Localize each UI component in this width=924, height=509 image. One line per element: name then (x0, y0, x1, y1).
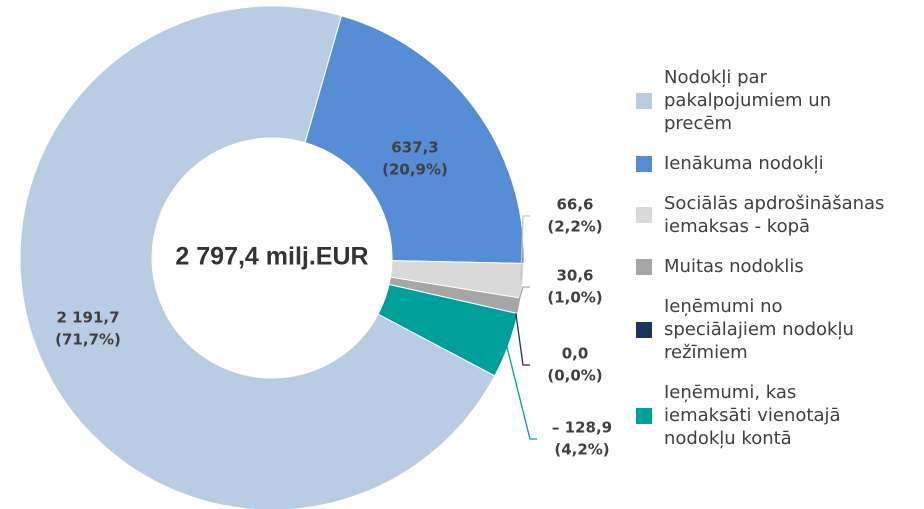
value-label: – 128,9 (552, 419, 612, 437)
leader-line (505, 344, 537, 440)
slice (19, 5, 496, 509)
legend-swatch (636, 321, 652, 338)
slice (377, 283, 519, 377)
leader-line (516, 286, 530, 306)
value-label: 2 191,7 (56, 309, 119, 327)
slice (304, 15, 525, 264)
legend-item: Muitas nodoklis (636, 255, 924, 278)
legend-item: Ieņēmumi, kas iemaksāti vienotajā nodokļ… (636, 381, 924, 450)
value-label: 30,6 (556, 267, 593, 285)
percent-label: (1,0%) (547, 289, 602, 307)
legend-swatch (636, 207, 652, 223)
legend-label: Muitas nodoklis (664, 256, 804, 277)
leader-line (520, 215, 530, 281)
legend-swatch (636, 155, 652, 172)
value-label: 637,3 (391, 139, 438, 157)
legend-swatch (636, 407, 652, 424)
legend-swatch (636, 92, 652, 109)
legend-item: Ienākuma nodokļi (636, 152, 924, 175)
percent-label: (20,9%) (382, 161, 448, 179)
legend-item: Ieņēmumi no speciālajiem nodokļu režīmie… (636, 295, 924, 364)
legend-label: Nodokļi par pakalpojumiem un precēm (664, 67, 832, 134)
legend-swatch (636, 258, 652, 275)
legend: Nodokļi par pakalpojumiem un precēm Ienāk… (636, 66, 924, 450)
legend-item: Nodokļi par pakalpojumiem un precēm (636, 66, 924, 135)
center-label: 2 797,4 milj.EUR (175, 243, 368, 271)
value-label: 0,0 (562, 345, 589, 363)
legend-label: Ienākuma nodokļi (664, 153, 824, 174)
percent-label: (71,7%) (55, 331, 121, 349)
leader-line (515, 313, 530, 366)
legend-label: Sociālās apdrošināšanas iemaksas - kopā (664, 193, 885, 237)
value-label: 66,6 (556, 196, 593, 214)
legend-item: Sociālās apdrošināšanas iemaksas - kopā (636, 192, 924, 238)
percent-label: (4,2%) (554, 441, 609, 459)
percent-label: (2,2%) (547, 218, 602, 236)
percent-label: (0,0%) (547, 367, 602, 385)
legend-label: Ieņēmumi no speciālajiem nodokļu režīmie… (664, 296, 854, 363)
legend-label: Ieņēmumi, kas iemaksāti vienotajā nodokļ… (664, 382, 841, 449)
